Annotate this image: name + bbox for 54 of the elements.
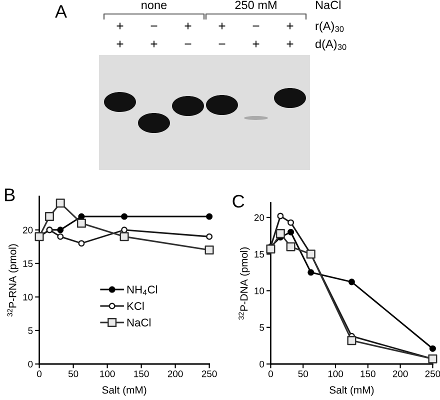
point — [44, 212, 54, 222]
x-tick-label: 250 — [202, 370, 217, 378]
point — [347, 336, 356, 346]
text: + — [218, 22, 226, 30]
y-tick-label: 5 — [28, 327, 33, 334]
text: + — [286, 40, 294, 48]
point — [120, 232, 129, 242]
x-tick-label: 200 — [392, 370, 408, 378]
point — [56, 198, 65, 208]
text: none — [142, 2, 167, 10]
legend-label: NH$_{4}$Cl — [127, 285, 158, 296]
x-tick-label: 250 — [425, 370, 440, 378]
text: 250 mM — [235, 0, 276, 10]
y-tick-label: 20 — [23, 226, 33, 234]
y-tick-label: 0 — [28, 360, 33, 368]
text: NaCl — [316, 0, 340, 10]
x-tick-label: 150 — [134, 370, 149, 378]
x-axis-title: Salt (mM) — [102, 386, 146, 396]
point — [76, 218, 86, 228]
text: + — [116, 22, 124, 30]
text: + — [116, 40, 124, 48]
x-tick-label: 0 — [268, 370, 273, 378]
point — [276, 229, 285, 238]
text: + — [150, 40, 158, 48]
x-tick-label: 200 — [168, 370, 183, 378]
category-label: d(A)$_{30}$ — [315, 39, 346, 50]
x-tick-label: 100 — [328, 370, 344, 378]
y-axis-title: $^{32}$P-DNA (pmol) — [238, 247, 250, 320]
x-tick-label: 150 — [360, 370, 376, 378]
text: + — [286, 22, 294, 30]
x-tick-label: 0 — [37, 370, 42, 378]
text: + — [184, 22, 192, 30]
category-label: r(A)$_{30}$ — [316, 21, 344, 32]
y-tick-label: 10 — [254, 288, 264, 294]
y-tick-label: 10 — [23, 294, 33, 300]
legend-label: KCl — [127, 302, 144, 310]
y-tick-label: 15 — [23, 260, 33, 267]
y-tick-label: 15 — [254, 251, 264, 258]
x-axis-title: Salt (mM) — [330, 386, 374, 396]
text: + — [252, 40, 260, 48]
chart-title: B — [5, 188, 15, 202]
point — [286, 242, 296, 252]
x-tick-label: 50 — [298, 370, 308, 378]
point — [266, 244, 276, 254]
legend-label: NaCl — [127, 318, 150, 326]
chart-title: C — [232, 194, 244, 208]
x-tick-label: 50 — [68, 370, 78, 378]
y-tick-label: 20 — [254, 214, 264, 221]
text: A — [55, 5, 68, 18]
x-tick-label: 100 — [100, 370, 115, 378]
y-axis-title: $^{32}$P-RNA (pmol) — [7, 244, 18, 316]
point — [204, 246, 214, 255]
y-tick-label: 0 — [260, 360, 264, 368]
y-tick-label: 5 — [260, 324, 264, 331]
